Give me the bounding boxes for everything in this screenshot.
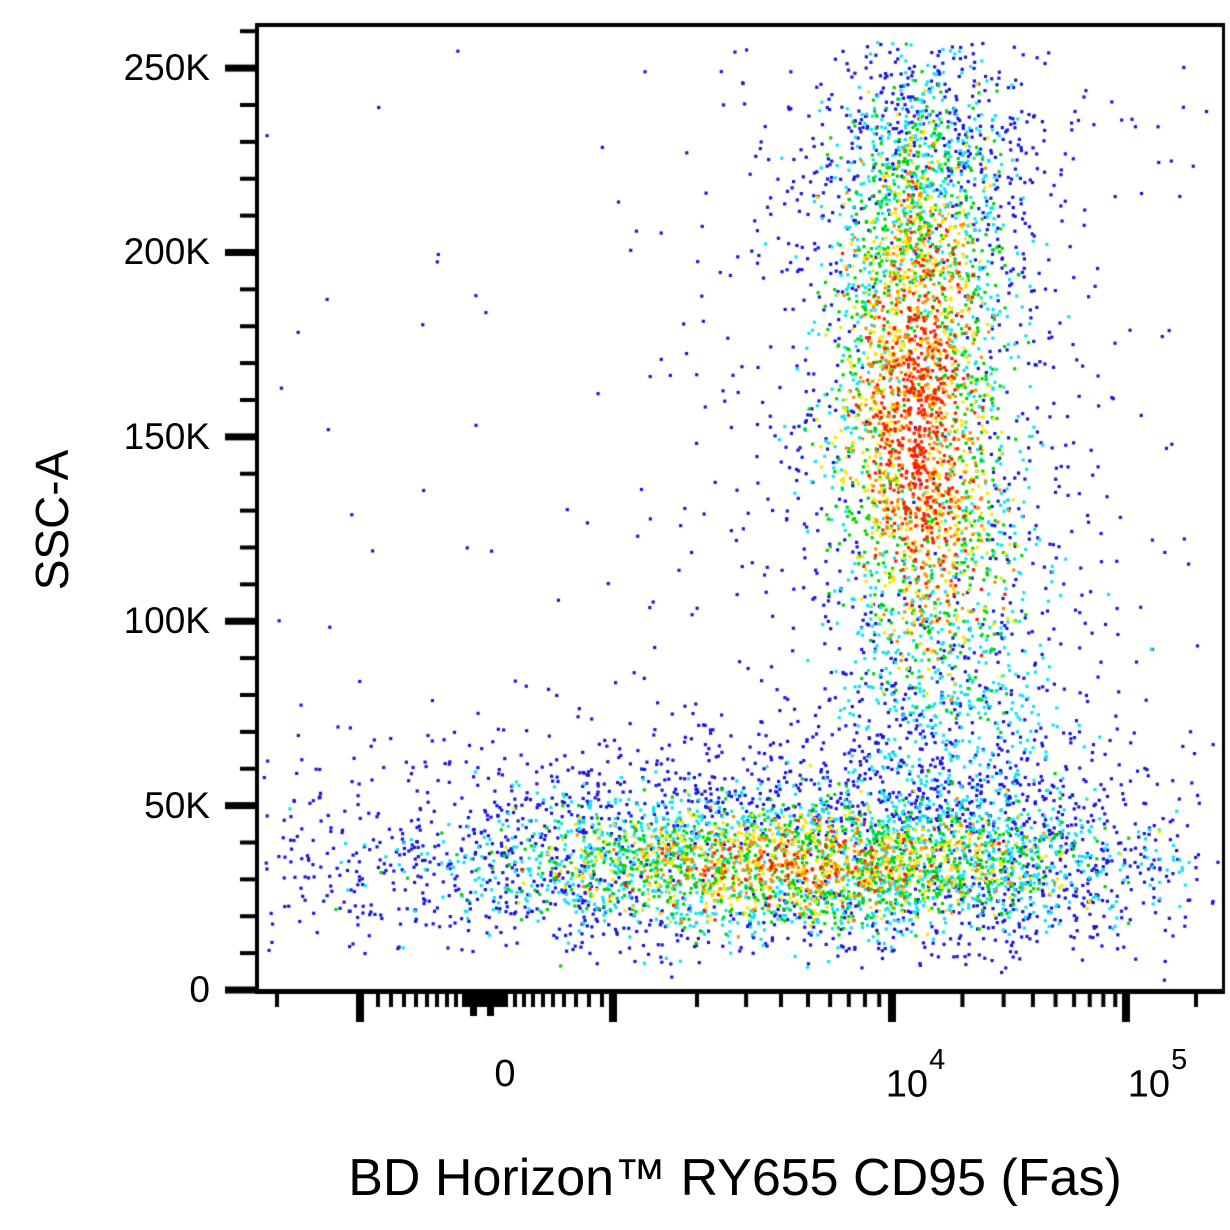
- y-tick-label-250k: 250K: [123, 47, 210, 88]
- x-tick-10e5-exponent: 5: [1171, 1044, 1188, 1076]
- x-tick-label-10e4: 104: [850, 1044, 980, 1112]
- x-tick-10e4-exponent: 4: [929, 1044, 946, 1076]
- y-tick-label-50k: 50K: [144, 785, 210, 826]
- y-tick-label-100k: 100K: [123, 600, 210, 641]
- x-tick-label-10e5: 105: [1092, 1044, 1222, 1112]
- x-axis-title: BD Horizon™ RY655 CD95 (Fas): [348, 1149, 1122, 1207]
- x-tick-0-base: 0: [494, 1053, 516, 1095]
- x-tick-label-0: 0: [440, 1052, 570, 1112]
- y-axis-title: SSC-A: [26, 449, 78, 591]
- y-tick-label-200k: 200K: [123, 231, 210, 272]
- x-tick-10e4-base: 10: [885, 1063, 929, 1106]
- y-tick-label-0: 0: [189, 969, 210, 1010]
- x-tick-10e5-base: 10: [1127, 1063, 1171, 1106]
- y-tick-label-150k: 150K: [123, 416, 210, 457]
